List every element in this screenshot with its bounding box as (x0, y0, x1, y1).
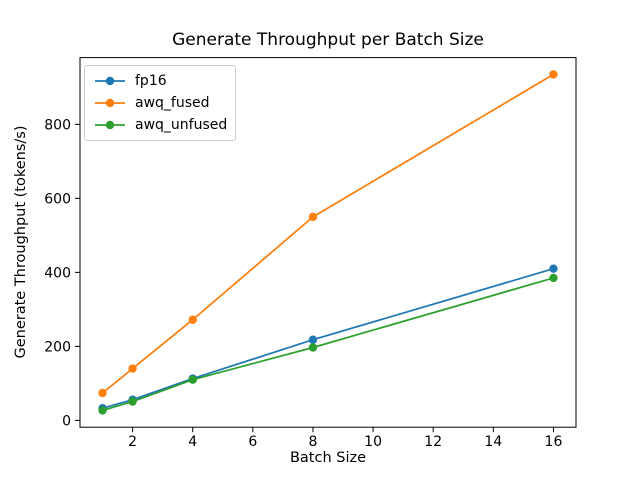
data-point-awq_unfused (128, 397, 137, 406)
y-tick-label: 800 (44, 117, 71, 133)
data-point-awq_fused (549, 70, 558, 79)
legend-label: fp16 (135, 73, 167, 89)
data-point-awq_fused (128, 364, 137, 373)
data-point-awq_unfused (308, 343, 318, 352)
data-point-awq_fused (98, 388, 107, 398)
legend-line-marker-sample (95, 120, 125, 130)
y-tick-label: 400 (44, 265, 71, 281)
y-axis-label: Generate Throughput (tokens/s) (13, 125, 29, 359)
data-point-awq_unfused (549, 273, 558, 283)
series-line-awq_unfused (102, 277, 554, 412)
data-point-awq_fused (308, 212, 318, 222)
data-point-fp16 (549, 264, 558, 273)
x-tick-label: 16 (545, 434, 563, 450)
y-tick-label: 600 (44, 191, 71, 207)
x-tick-label: 6 (248, 434, 257, 450)
x-axis-label: Batch Size (289, 450, 367, 466)
x-tick-label: 4 (188, 434, 197, 450)
x-tick-label: 8 (309, 434, 318, 450)
data-point-awq_fused (188, 315, 197, 324)
x-tick-label: 10 (364, 434, 382, 450)
legend-line-marker-sample (95, 76, 125, 86)
y-tick-label: 200 (44, 339, 71, 355)
legend-item-awq-unfused: awq_unfused (92, 114, 227, 136)
data-point-awq_unfused (188, 375, 197, 384)
axes-spines (79, 57, 577, 428)
legend-item-fp16: fp16 (92, 70, 227, 92)
legend-label: awq_fused (135, 95, 210, 111)
data-point-awq_unfused (98, 406, 107, 415)
x-tick-label: 14 (484, 434, 502, 450)
chart-title: Generate Throughput per Batch Size (172, 30, 484, 50)
legend: fp16 awq_fused awq_unfused (84, 65, 237, 141)
data-point-fp16 (308, 335, 318, 344)
x-tick-label: 12 (424, 434, 442, 450)
legend-item-awq-fused: awq_fused (92, 92, 227, 114)
x-tick-label: 2 (128, 434, 137, 450)
legend-label: awq_unfused (135, 117, 228, 133)
legend-line-marker-sample (95, 98, 125, 108)
y-tick-label: 0 (62, 413, 71, 429)
